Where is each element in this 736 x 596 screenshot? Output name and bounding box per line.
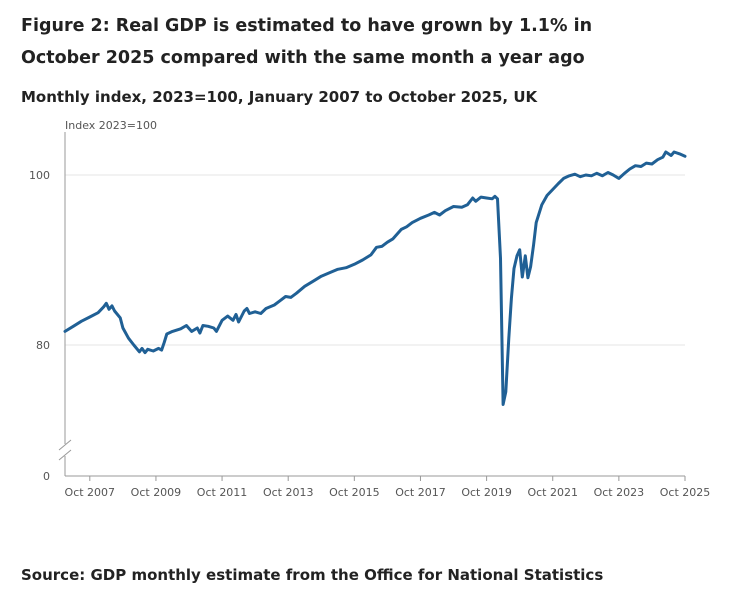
axis-break-mark bbox=[58, 439, 72, 451]
axis-break-mark bbox=[58, 449, 72, 461]
y-tick-label: 80 bbox=[36, 339, 50, 352]
x-tick-label: Oct 2009 bbox=[131, 486, 182, 499]
gridlines bbox=[65, 174, 685, 477]
x-tick-label: Oct 2015 bbox=[329, 486, 380, 499]
y-tick-label: 0 bbox=[43, 470, 50, 483]
series-line-gdp bbox=[63, 150, 687, 406]
series-layer bbox=[63, 150, 687, 406]
x-tick-label: Oct 2025 bbox=[660, 486, 711, 499]
chart-title: Figure 2: Real GDP is estimated to have … bbox=[21, 16, 593, 68]
x-tick-label: Oct 2017 bbox=[395, 486, 446, 499]
axes: 100 80 0 Oct 2007 Oct 2009 Oct 2011 Oct 2013 Oc… bbox=[29, 132, 710, 499]
x-tick-label: Oct 2019 bbox=[461, 486, 512, 499]
y-axis-label: Index 2023=100 bbox=[65, 119, 157, 132]
x-tick-label: Oct 2021 bbox=[527, 486, 578, 499]
chart-subtitle: Monthly index, 2023=100, January 2007 to… bbox=[21, 88, 538, 106]
x-tick-label: Oct 2023 bbox=[594, 486, 645, 499]
source-note: Source: GDP monthly estimate from the Of… bbox=[21, 566, 604, 584]
x-tick-label: Oct 2007 bbox=[65, 486, 116, 499]
y-tick-label: 100 bbox=[29, 169, 50, 182]
x-tick-label: Oct 2011 bbox=[197, 486, 248, 499]
x-tick-label: Oct 2013 bbox=[263, 486, 314, 499]
